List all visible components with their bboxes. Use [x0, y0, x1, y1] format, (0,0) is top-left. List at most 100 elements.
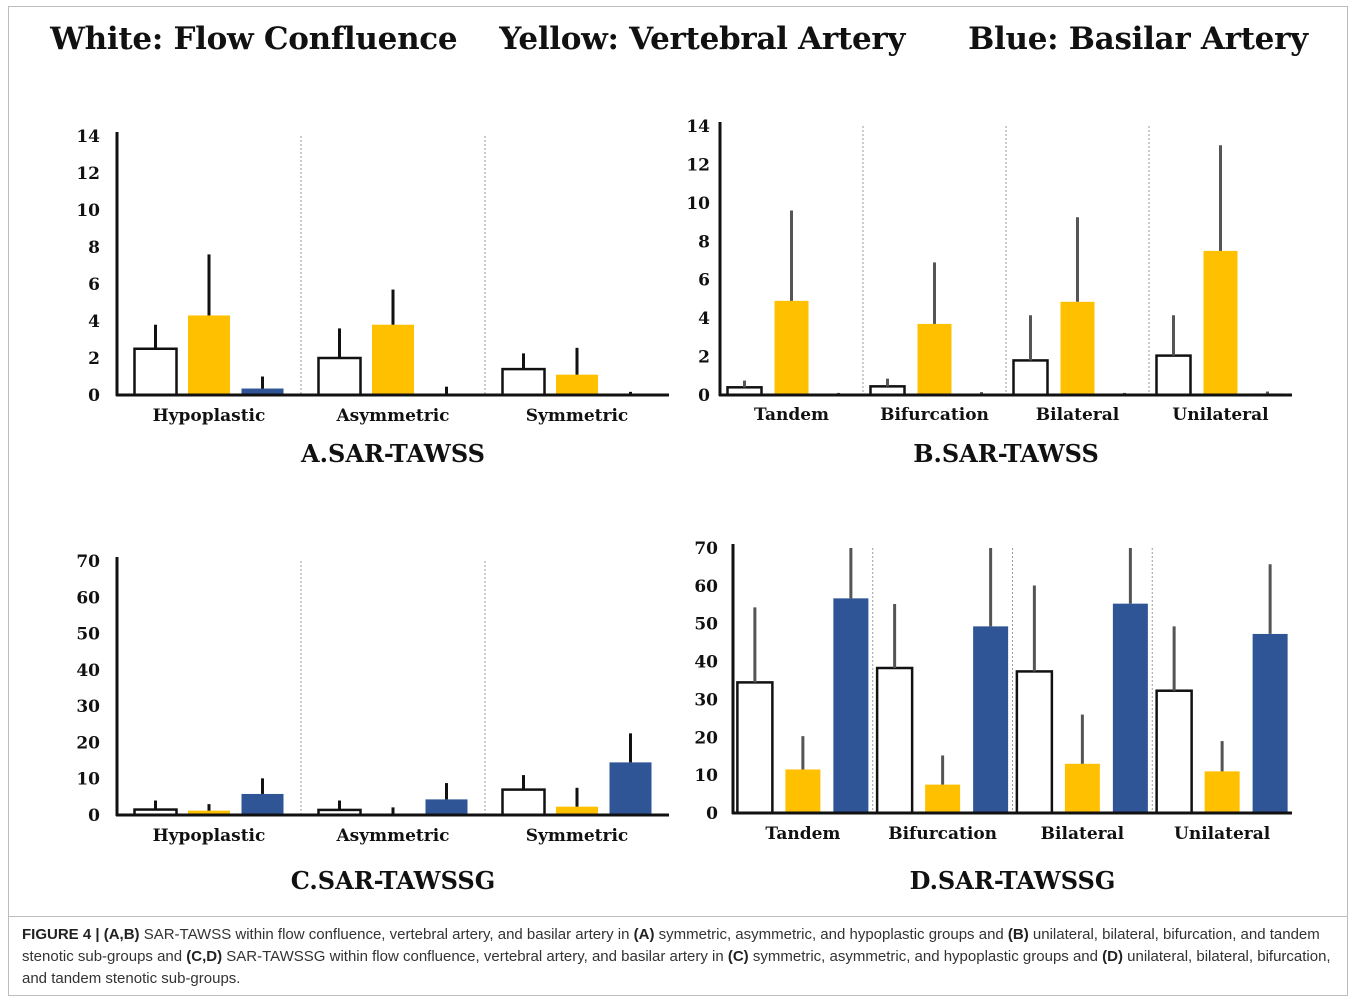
y-tick-label: 6 — [698, 271, 710, 291]
bar-vertebral-artery — [372, 324, 414, 395]
y-tick-label: 60 — [694, 577, 718, 597]
y-tick-label: 6 — [88, 275, 100, 295]
figure-legend-title: White: Flow Confluence Yellow: Vertebral… — [50, 21, 1308, 57]
caption-panel-ref: (B) — [1007, 926, 1029, 943]
bar-flow-confluence — [133, 347, 178, 397]
bar-vertebral-artery — [1203, 250, 1238, 395]
bar-basilar-artery — [833, 598, 869, 813]
x-category-label: Bifurcation — [888, 824, 997, 844]
figure-caption: FIGURE 4 | (A,B) SAR-TAWSS within flow c… — [22, 924, 1332, 990]
y-tick-label: 14 — [686, 117, 710, 137]
caption-panel-ref: (A,B) — [103, 926, 140, 943]
bar-basilar-artery — [241, 388, 284, 395]
chart-title: D.SAR-TAWSSG — [910, 866, 1116, 895]
y-tick-label: 0 — [706, 804, 718, 824]
caption-panel-ref: (D) — [1102, 948, 1123, 965]
y-tick-label: 10 — [694, 766, 718, 786]
caption-text: unilateral, bilateral, bifurcation, and … — [22, 926, 1320, 965]
y-tick-label: 0 — [88, 806, 100, 826]
x-category-label: Bifurcation — [880, 405, 989, 425]
bar-flow-confluence — [1015, 670, 1054, 815]
y-tick-label: 10 — [76, 201, 100, 221]
y-tick-label: 10 — [686, 194, 710, 214]
x-category-label: Unilateral — [1174, 824, 1271, 844]
y-tick-label: 20 — [76, 733, 100, 753]
bar-vertebral-artery — [1060, 301, 1095, 395]
y-tick-label: 8 — [88, 238, 100, 258]
y-tick-label: 12 — [76, 164, 100, 184]
chart-panel-a-sar-tawss: 0 2 4 6 8 10 12 14 Hypoplastic Asymmetric Symmetri… — [76, 127, 669, 468]
y-tick-label: 8 — [698, 232, 710, 252]
x-category-label: Unilateral — [1172, 405, 1269, 425]
y-tick-label: 30 — [76, 697, 100, 717]
x-category-label: Bilateral — [1036, 405, 1120, 425]
bar-flow-confluence — [501, 367, 546, 397]
chart-title: A.SAR-TAWSS — [300, 439, 485, 468]
x-category-label: Asymmetric — [335, 826, 449, 846]
bar-vertebral-artery — [556, 374, 598, 395]
charts-canvas: 0 2 4 6 8 10 12 14 Hypoplastic Asymmetric Symmetri… — [76, 117, 1292, 895]
x-category-label: Symmetric — [526, 406, 629, 426]
y-tick-label: 2 — [698, 348, 710, 368]
y-tick-label: 30 — [694, 690, 718, 710]
bar-basilar-artery — [973, 626, 1009, 813]
y-tick-label: 40 — [694, 653, 718, 673]
y-tick-label: 4 — [88, 312, 100, 332]
bar-vertebral-artery — [1204, 771, 1240, 813]
chart-panel-b-sar-tawss: 0 2 4 6 8 10 12 14 Tandem Bifurcation Bilateral Uni… — [686, 117, 1292, 468]
bar-vertebral-artery — [774, 300, 809, 395]
bar-vertebral-artery — [1064, 763, 1100, 813]
bar-vertebral-artery — [188, 315, 230, 395]
y-tick-label: 12 — [686, 155, 710, 175]
y-tick-label: 4 — [698, 309, 710, 329]
y-tick-label: 70 — [76, 552, 100, 572]
caption-panel-ref: (A) — [633, 926, 655, 943]
bar-flow-confluence — [1155, 354, 1192, 397]
bar-vertebral-artery — [188, 810, 230, 815]
caption-panel-ref: (C) — [727, 948, 749, 965]
y-tick-label: 14 — [76, 127, 100, 147]
x-category-label: Tandem — [754, 405, 829, 425]
x-category-label: Asymmetric — [335, 406, 449, 426]
y-tick-label: 50 — [76, 625, 100, 645]
caption-text: symmetric, asymmetric, and hypoplastic g… — [748, 948, 1103, 965]
x-category-label: Bilateral — [1041, 824, 1125, 844]
chart-title: C.SAR-TAWSSG — [291, 866, 495, 895]
y-tick-label: 0 — [88, 386, 100, 406]
y-tick-label: 50 — [694, 615, 718, 635]
bar-flow-confluence — [501, 788, 546, 817]
bar-vertebral-artery — [785, 769, 821, 813]
caption-text: unilateral, bilateral, bifurcation, and … — [22, 948, 1331, 987]
x-category-label: Tandem — [765, 824, 840, 844]
bar-basilar-artery — [241, 793, 284, 815]
chart-title: B.SAR-TAWSS — [913, 439, 1099, 468]
bar-flow-confluence — [875, 666, 914, 815]
caption-text: symmetric, asymmetric, and hypoplastic g… — [654, 926, 1008, 943]
caption-text: SAR-TAWSS within flow confluence, verteb… — [139, 926, 634, 943]
caption-text: SAR-TAWSSG within flow confluence, verte… — [222, 948, 728, 965]
bar-flow-confluence — [1012, 359, 1049, 397]
y-tick-label: 20 — [694, 728, 718, 748]
y-tick-label: 40 — [76, 661, 100, 681]
bar-basilar-artery — [609, 762, 652, 815]
caption-panel-ref: (C,D) — [186, 948, 223, 965]
y-tick-label: 70 — [694, 539, 718, 559]
bar-basilar-artery — [1112, 603, 1148, 813]
bar-vertebral-artery — [917, 323, 952, 395]
caption-body: (A,B) SAR-TAWSS within flow confluence, … — [22, 926, 1331, 987]
x-category-label: Hypoplastic — [153, 406, 266, 426]
x-category-label: Hypoplastic — [153, 826, 266, 846]
y-tick-label: 60 — [76, 588, 100, 608]
y-tick-label: 2 — [88, 349, 100, 369]
chart-panel-d-sar-tawssg: 0 10 20 30 40 50 60 70 Tandem Bifurcation Bilatera… — [694, 539, 1292, 895]
x-category-label: Symmetric — [526, 826, 629, 846]
bar-vertebral-artery — [556, 806, 598, 815]
caption-label: FIGURE 4 | — [22, 926, 104, 943]
bar-flow-confluence — [736, 681, 774, 815]
caption-divider — [8, 916, 1348, 917]
chart-panel-c-sar-tawssg: 0 10 20 30 40 50 60 70 Hypoplastic Asymmetric Symm… — [76, 552, 669, 895]
bar-flow-confluence — [1155, 689, 1193, 815]
bar-basilar-artery — [425, 799, 468, 815]
bar-flow-confluence — [317, 356, 362, 397]
